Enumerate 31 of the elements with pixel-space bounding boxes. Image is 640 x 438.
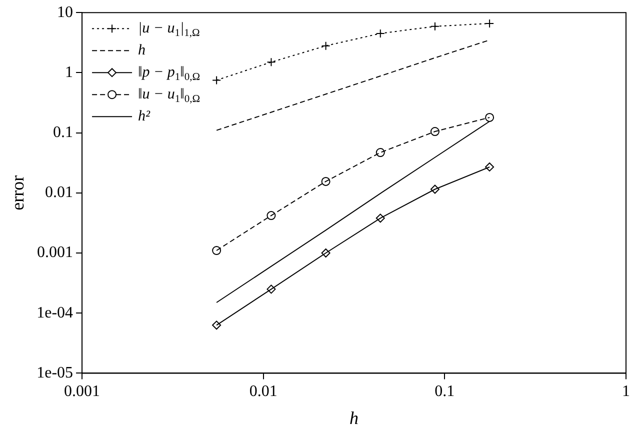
point [430,22,440,31]
y-tick-label: 0.1 [53,124,74,142]
y-axis-title: error [8,175,28,210]
y-tick-label: 1e-05 [36,364,74,382]
point [266,58,276,67]
line-series [216,40,490,131]
point [212,320,222,330]
y-tick-label: 1e-04 [36,304,74,322]
x-tick-label: 1 [622,383,630,400]
point [266,211,276,220]
legend-label: h² [138,108,151,125]
x-tick-label: 0.01 [249,383,278,400]
point [485,162,494,172]
point [376,214,385,223]
y-tick-label: 10 [57,4,74,21]
x-axis-title: h [350,408,359,428]
point [266,284,276,294]
point [376,148,385,158]
point [430,127,440,136]
point [212,76,222,85]
y-tick-label: 0.001 [37,244,74,262]
point [321,176,330,186]
point [321,248,330,258]
point [212,246,222,256]
y-tick-label: 0.01 [45,184,74,202]
point [321,41,330,50]
point [485,112,494,122]
point [430,184,440,194]
y-tick-label: 1 [65,64,74,81]
x-tick-label: 0.1 [434,383,455,400]
legend-label: h [138,42,146,59]
